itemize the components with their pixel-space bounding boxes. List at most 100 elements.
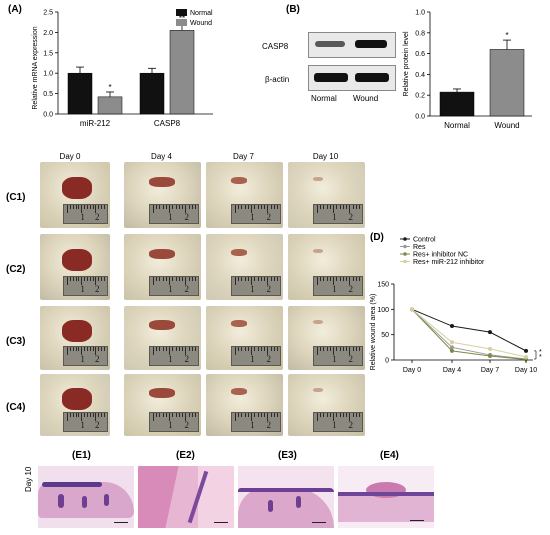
ruler-tick	[273, 205, 275, 209]
ruler-tick	[251, 413, 253, 421]
ruler-tick	[329, 347, 331, 351]
ruler-tick	[72, 205, 74, 209]
day-label-7: Day 7	[233, 152, 254, 161]
ruler-tick	[188, 277, 190, 281]
wound-spot	[148, 248, 175, 259]
ruler-tick	[251, 347, 253, 355]
ruler-tick	[277, 277, 278, 281]
ruler-tick	[355, 205, 357, 209]
day-label-4: Day 4	[151, 152, 172, 161]
chart-d-sig: *	[539, 354, 542, 361]
ruler-tick	[101, 205, 103, 209]
ruler-tick	[323, 277, 325, 281]
ruler-number: 2	[184, 284, 190, 294]
ruler-tick	[238, 277, 240, 281]
ruler-tick	[95, 205, 97, 213]
ruler-number: 2	[266, 284, 272, 294]
ruler-tick	[260, 413, 262, 417]
wound-spot	[62, 320, 93, 343]
chart-d-point	[450, 345, 454, 350]
ruler-tick	[188, 205, 190, 209]
ruler-tick	[346, 413, 348, 417]
ruler-tick	[169, 277, 171, 285]
ruler-tick	[195, 413, 196, 417]
chart-a-xtick-label: CASP8	[154, 119, 181, 128]
chart-d-point	[488, 330, 492, 335]
ruler-tick	[92, 277, 94, 281]
ruler-tick	[320, 413, 322, 417]
ruler-tick	[238, 413, 240, 417]
ruler-tick	[89, 347, 91, 351]
ruler-tick	[98, 413, 100, 417]
ruler-tick	[329, 277, 331, 281]
ruler-tick	[178, 347, 180, 351]
ruler-tick	[355, 413, 357, 417]
chart-b-sig: *	[505, 31, 508, 40]
ruler-tick	[172, 277, 174, 281]
ruler-number: 1	[332, 284, 337, 294]
chart-b-ytick-label: 0.6	[415, 51, 425, 58]
ruler-tick	[352, 277, 354, 281]
ruler-tick	[241, 205, 243, 209]
ruler-tick	[257, 413, 259, 417]
ruler-tick	[329, 413, 331, 417]
ruler-tick	[175, 205, 177, 209]
ruler-tick	[165, 205, 167, 209]
chart-b-bar	[489, 49, 525, 117]
ruler-tick	[359, 413, 360, 417]
ruler-number: 2	[348, 420, 354, 430]
ruler-tick	[264, 277, 266, 281]
wound-spot	[148, 176, 175, 187]
ruler-tick	[336, 205, 338, 209]
ruler-tick	[175, 413, 177, 417]
ruler-number: 2	[348, 284, 354, 294]
ruler-tick	[264, 347, 266, 351]
ruler-number: 2	[348, 212, 354, 222]
ruler-number: 1	[168, 354, 173, 364]
chart-b-ylabel: Relative protein level	[403, 31, 410, 96]
wound-spot	[230, 176, 247, 184]
ruler-number: 2	[266, 420, 272, 430]
ruler-tick	[178, 205, 180, 209]
chart-b-ytick-label: 1.0	[415, 10, 425, 17]
chart-a-bar	[67, 72, 93, 115]
ruler-tick	[89, 205, 91, 209]
chart-a-bar	[169, 30, 195, 115]
chart-a-ytick-label: 2.5	[43, 10, 53, 17]
chart-d-series-line	[411, 308, 527, 360]
chart-a-ytick-label: 1.5	[43, 50, 53, 57]
day-label-0: Day 0	[59, 152, 81, 161]
ruler-tick	[336, 347, 338, 351]
ruler-number: 1	[332, 420, 337, 430]
ruler-tick	[251, 205, 253, 213]
panel-label-b: (B)	[286, 4, 300, 15]
ruler-tick	[165, 413, 167, 417]
ruler-tick	[175, 347, 177, 351]
ruler-tick	[241, 277, 243, 281]
ruler-tick	[156, 277, 158, 281]
chart-d-ytick-label: 0	[385, 358, 389, 365]
ruler-tick	[195, 205, 196, 209]
ruler-tick	[264, 413, 266, 417]
ruler-number: 1	[168, 212, 173, 222]
wound-spot	[148, 387, 175, 398]
ruler-tick	[333, 277, 335, 285]
ruler-tick	[346, 205, 348, 209]
ruler-tick	[323, 205, 325, 209]
ruler-tick	[101, 347, 103, 351]
ruler-tick	[86, 413, 88, 417]
ruler-tick	[336, 277, 338, 281]
ruler-tick	[326, 347, 328, 351]
ruler-tick	[254, 347, 256, 351]
ruler-tick	[342, 413, 344, 417]
wound-spot	[230, 320, 247, 328]
ruler-tick	[342, 347, 344, 351]
